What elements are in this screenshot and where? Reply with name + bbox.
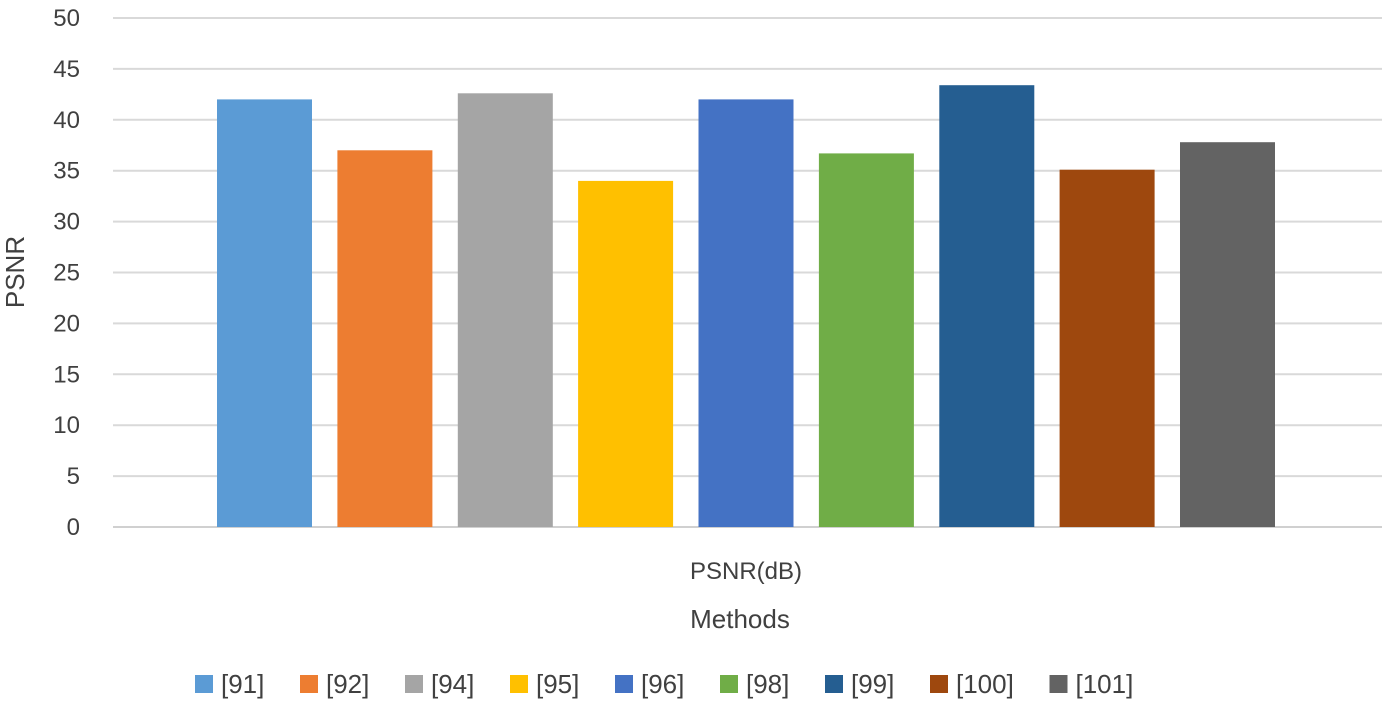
legend-label: [95] bbox=[536, 669, 579, 699]
bars bbox=[217, 85, 1275, 528]
legend-label: [96] bbox=[641, 669, 684, 699]
y-tick-label: 10 bbox=[53, 412, 80, 439]
y-tick-label: 5 bbox=[67, 463, 80, 490]
bar-95 bbox=[578, 180, 674, 527]
legend-label: [98] bbox=[746, 669, 789, 699]
legend-label: [92] bbox=[326, 669, 369, 699]
y-tick-label: 0 bbox=[67, 514, 80, 541]
legend-swatch bbox=[720, 675, 738, 693]
y-tick-label: 20 bbox=[53, 310, 80, 337]
bar-92 bbox=[337, 150, 433, 528]
bar-98 bbox=[818, 153, 914, 527]
legend-label: [94] bbox=[431, 669, 474, 699]
y-axis-title: PSNR bbox=[0, 236, 30, 308]
bar-91 bbox=[217, 99, 312, 528]
bar-100 bbox=[1059, 169, 1155, 527]
legend-swatch bbox=[1049, 675, 1068, 693]
y-tick-label: 35 bbox=[53, 158, 80, 185]
legend-label: [101] bbox=[1076, 669, 1134, 699]
y-tick-label: 50 bbox=[53, 5, 80, 32]
legend-swatch bbox=[825, 675, 843, 693]
legend-swatch bbox=[615, 675, 633, 693]
y-tick-label: 40 bbox=[53, 107, 80, 134]
legend-label: [99] bbox=[851, 669, 894, 699]
bar-101 bbox=[1180, 142, 1275, 527]
bar-96 bbox=[698, 99, 794, 528]
x-axis-title: Methods bbox=[690, 604, 790, 634]
legend-swatch bbox=[510, 675, 528, 693]
legend-swatch bbox=[195, 675, 213, 693]
y-tick-label: 15 bbox=[53, 361, 80, 388]
legend-swatch bbox=[405, 675, 423, 693]
legend-label: [91] bbox=[221, 669, 264, 699]
bar-94 bbox=[457, 93, 553, 528]
legend-label: [100] bbox=[956, 669, 1014, 699]
legend-swatch bbox=[930, 675, 948, 693]
y-tick-labels: 0 5 10 15 20 25 30 35 40 45 50 bbox=[53, 5, 80, 541]
category-label: PSNR(dB) bbox=[690, 558, 802, 585]
y-tick-label: 30 bbox=[53, 209, 80, 236]
y-tick-label: 45 bbox=[53, 56, 80, 83]
bar-99 bbox=[939, 85, 1035, 527]
legend: [91] [92] [94] [95] [96] [98] [99] [100] [101] bbox=[195, 669, 1133, 699]
legend-swatch bbox=[300, 675, 318, 693]
y-tick-label: 25 bbox=[53, 260, 80, 287]
